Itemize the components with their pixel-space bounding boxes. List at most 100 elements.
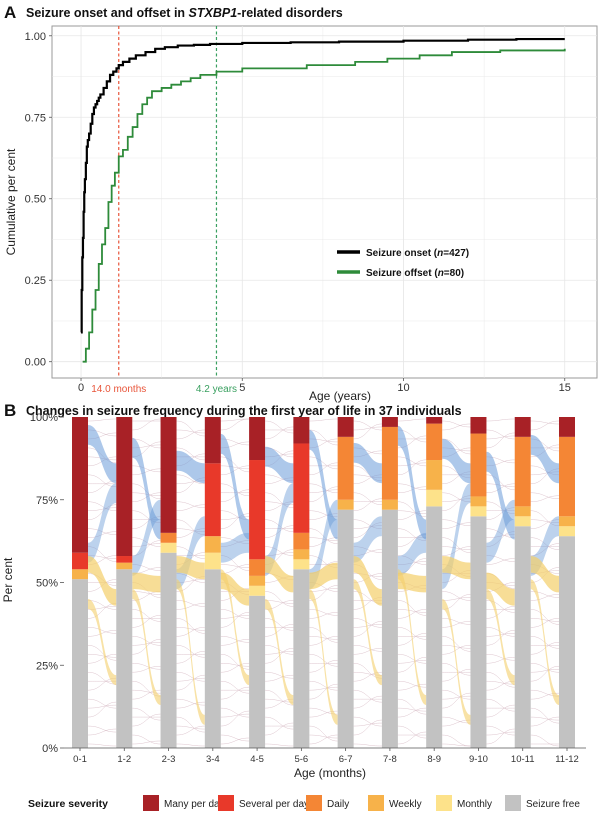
individual-strand [530, 543, 560, 556]
flow-ribbon-yellow [353, 579, 382, 686]
alluvial-bars [72, 417, 575, 748]
individual-strand [353, 519, 382, 529]
individual-strand [87, 645, 117, 661]
individual-strand [309, 609, 338, 616]
bar-segment-many-per-day [559, 417, 575, 437]
flow-ribbon-blue [397, 532, 427, 576]
individual-strand [220, 540, 250, 547]
individual-strand [353, 522, 382, 538]
bar-segment-many-per-day [514, 417, 531, 437]
individual-strand [220, 662, 250, 673]
individual-strand [397, 698, 427, 715]
offset-curve [82, 48, 566, 363]
individual-strand [265, 525, 294, 538]
onset-curve [80, 37, 565, 334]
individual-strand [132, 516, 161, 529]
x-tick-label: 7-8 [383, 754, 397, 765]
individual-strand [486, 432, 515, 449]
individual-strand [397, 731, 427, 745]
x-tick-label: 6-7 [339, 754, 353, 765]
individual-strand [486, 558, 515, 565]
individual-strand [220, 564, 250, 568]
individual-strand [442, 621, 471, 628]
individual-strand [486, 671, 515, 688]
individual-strand [353, 648, 382, 655]
individual-strand [486, 657, 515, 664]
individual-strand [486, 474, 515, 491]
alluvial-flows [87, 418, 560, 747]
individual-strand [530, 734, 560, 747]
individual-strand [309, 636, 338, 646]
individual-strand [442, 692, 471, 709]
individual-strand [397, 656, 427, 673]
individual-strand [265, 618, 294, 631]
bar-segment-seizure-free [293, 569, 310, 748]
individual-strand [530, 519, 560, 529]
bar-segment-many-per-day [337, 417, 354, 437]
individual-strand [530, 618, 560, 628]
individual-strand [176, 474, 205, 485]
flow-ribbon-blue [486, 451, 515, 540]
bar-segment-seizure-free [204, 569, 221, 748]
individual-strand [265, 426, 294, 440]
bar-segment-several-per-day [249, 460, 266, 560]
individual-strand [486, 680, 515, 685]
median-lines [118, 26, 218, 378]
median-label: 4.2 years [196, 384, 237, 395]
individual-strand [442, 695, 471, 700]
individual-strand [132, 636, 161, 646]
bar-segment-daily [514, 436, 531, 507]
panel-a-title-gene: STXBP1 [189, 6, 238, 20]
individual-strand [530, 594, 560, 601]
flow-ribbon-blue [220, 433, 250, 540]
individual-strand [530, 618, 560, 622]
bar-segment-daily [559, 436, 575, 517]
individual-strand [176, 447, 205, 461]
individual-strand [87, 654, 117, 658]
bar-segment-weekly [426, 460, 443, 490]
individual-strand [132, 543, 161, 547]
individual-strand [397, 459, 427, 476]
individual-strand [309, 725, 338, 742]
bar-segment-seizure-free [249, 595, 266, 748]
survival-chart: 0.00 0.25 0.50 0.75 1.00 0 5 10 15 14.0 months 4… [4, 25, 598, 403]
bar-segment-daily [249, 559, 266, 576]
individual-strand [442, 522, 471, 529]
individual-strand [442, 743, 471, 747]
x-tick-label: 9-10 [469, 754, 488, 765]
bar-segment-seizure-free [72, 579, 88, 748]
bar-segment-monthly [426, 489, 443, 507]
individual-strand [442, 597, 471, 601]
individual-strand [353, 716, 382, 727]
flow-ribbon-yellow [486, 589, 515, 686]
individual-strand [442, 636, 471, 652]
individual-strand [132, 438, 161, 449]
individual-strand [442, 537, 471, 553]
individual-strand [176, 504, 205, 511]
flow-ribbon-yellow [530, 579, 559, 705]
bar-segment-monthly [470, 506, 487, 517]
individual-strand [309, 659, 338, 673]
individual-strand [265, 591, 294, 607]
bar-segment-weekly [116, 562, 133, 570]
individual-strand [87, 474, 117, 488]
flow-ribbon-yellow [486, 572, 515, 606]
individual-strand [442, 663, 471, 676]
individual-strand [442, 645, 471, 655]
individual-strand [309, 683, 338, 700]
individual-strand [176, 603, 205, 610]
bar-segment-monthly [293, 559, 310, 570]
flow-ribbon-yellow [88, 599, 117, 686]
individual-strand [220, 663, 250, 667]
individual-strand [176, 651, 205, 664]
x-tick-label: 10-11 [511, 754, 535, 765]
individual-strand [530, 591, 560, 598]
individual-strand [132, 465, 161, 473]
individual-strand [220, 734, 250, 742]
individual-strand [220, 713, 250, 718]
bar-segment-daily [381, 426, 398, 500]
flow-ribbon-blue [176, 450, 205, 484]
panel-a-title-suffix: -related disorders [237, 6, 343, 20]
individual-strand [353, 423, 382, 440]
legend-swatch-seizure-free [505, 795, 521, 811]
